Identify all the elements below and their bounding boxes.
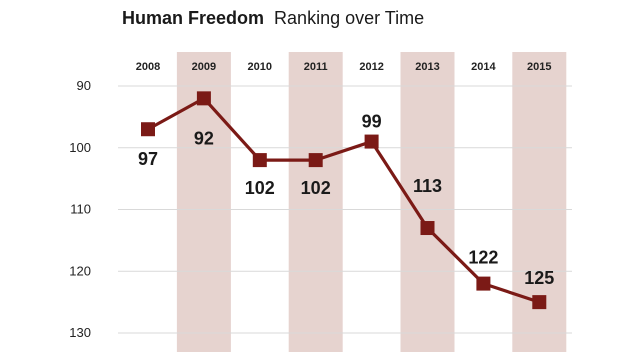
data-point-2009 bbox=[196, 91, 211, 106]
chart-title: Human Freedom Ranking over Time bbox=[122, 8, 424, 28]
x-tick-label: 2011 bbox=[304, 61, 328, 73]
chart-title-rest: Ranking over Time bbox=[274, 8, 424, 28]
data-point-2013 bbox=[420, 221, 435, 236]
series-polyline bbox=[147, 96, 540, 304]
y-tick-label: 90 bbox=[77, 78, 91, 93]
y-tick-label: 110 bbox=[70, 202, 91, 217]
x-tick-label: 2012 bbox=[359, 61, 383, 73]
y-tick-label: 100 bbox=[69, 140, 91, 155]
x-tick-label: 2015 bbox=[527, 61, 551, 73]
x-tick-label: 2009 bbox=[192, 61, 216, 73]
data-label: 125 bbox=[524, 268, 554, 288]
data-label: 113 bbox=[413, 176, 442, 196]
data-label: 102 bbox=[301, 178, 331, 198]
x-tick-label: 2014 bbox=[471, 61, 496, 73]
x-tick-label: 2008 bbox=[136, 61, 160, 73]
data-point-2012 bbox=[364, 134, 379, 149]
y-tick-label: 120 bbox=[69, 263, 91, 278]
y-tick-label: 130 bbox=[69, 325, 91, 340]
column-bands bbox=[176, 52, 567, 352]
data-point-2015 bbox=[532, 295, 547, 310]
x-tick-label: 2010 bbox=[248, 61, 272, 73]
data-label: 102 bbox=[245, 178, 275, 198]
data-point-2014 bbox=[476, 276, 491, 291]
x-axis-ticks: 2008 2009 2010 2011 2012 2013 2014 2015 bbox=[136, 61, 552, 73]
series-line bbox=[147, 96, 540, 304]
series-markers bbox=[141, 91, 547, 310]
column-band-2011 bbox=[288, 52, 343, 352]
column-band-2013 bbox=[400, 52, 455, 352]
x-tick-label: 2013 bbox=[415, 61, 439, 73]
data-label: 97 bbox=[138, 149, 158, 169]
data-label: 92 bbox=[194, 128, 214, 148]
data-label: 122 bbox=[468, 248, 498, 268]
data-labels: 97 92 102 102 99 113 122 125 bbox=[138, 112, 554, 289]
data-point-2010 bbox=[252, 153, 267, 168]
y-axis-ticks: 90 100 110 120 130 bbox=[69, 78, 91, 340]
gridlines bbox=[118, 85, 572, 334]
data-point-2008 bbox=[141, 122, 155, 137]
data-label: 99 bbox=[362, 112, 382, 132]
data-point-2011 bbox=[308, 153, 323, 168]
chart-title-bold: Human Freedom bbox=[122, 8, 264, 28]
